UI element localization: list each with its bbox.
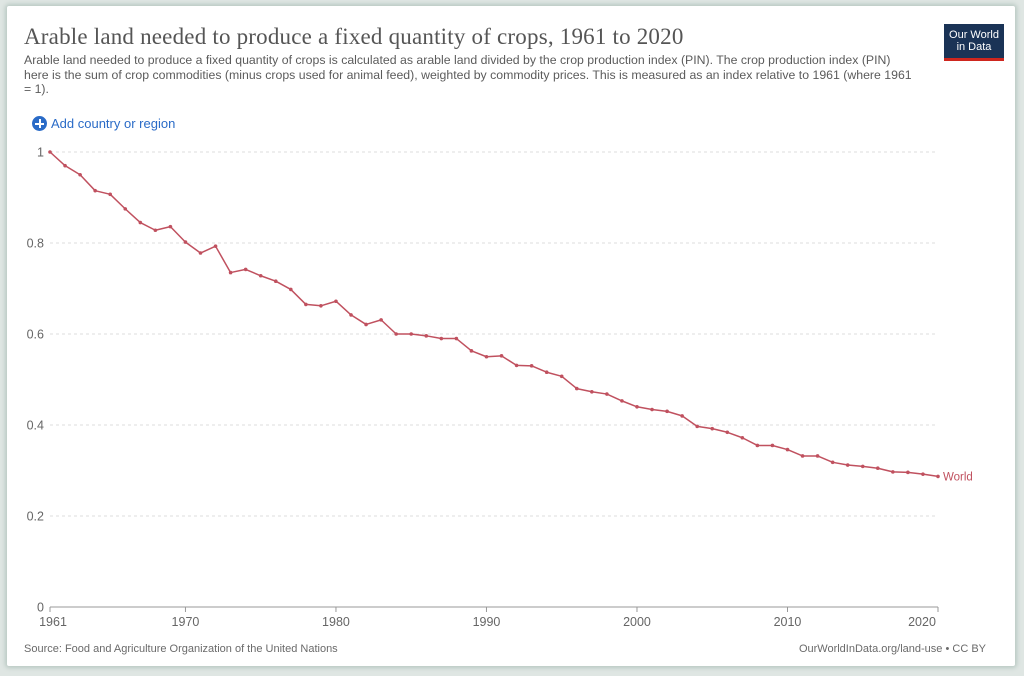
data-point (906, 470, 910, 475)
logo-line-1: Our World (949, 29, 999, 41)
x-tick-label: 2000 (623, 615, 651, 629)
data-point (845, 463, 850, 467)
data-point (48, 150, 52, 154)
data-point (921, 472, 925, 476)
data-point (484, 354, 489, 359)
data-point (258, 273, 263, 278)
data-point (138, 220, 143, 225)
data-point (830, 460, 835, 465)
data-point (529, 364, 534, 368)
license-link[interactable]: OurWorldInData.org/land-use • CC BY (798, 643, 986, 655)
data-point (379, 318, 383, 322)
data-point (860, 464, 865, 469)
data-point (680, 414, 684, 418)
data-point (710, 426, 715, 431)
data-point (936, 474, 940, 479)
plus-circle-icon (32, 116, 47, 131)
y-tick-label: 0.6 (27, 328, 44, 342)
data-point (228, 270, 233, 275)
x-tick-label: 1970 (172, 615, 200, 629)
add-country-button[interactable]: Add country or region (32, 116, 175, 131)
x-tick-label: 1980 (322, 615, 350, 629)
series-label-world: World (943, 471, 973, 483)
data-point (755, 443, 760, 448)
data-point (334, 299, 338, 304)
data-point (544, 370, 549, 375)
data-point (605, 392, 609, 396)
data-point (785, 447, 790, 452)
data-point (469, 349, 474, 353)
chart-title: Arable land needed to produce a fixed qu… (24, 24, 684, 49)
data-point (454, 336, 459, 341)
data-point (78, 172, 82, 177)
data-point (409, 332, 414, 336)
series-line-world (49, 151, 939, 478)
data-point (815, 454, 820, 458)
data-point (800, 454, 805, 458)
data-point (695, 424, 699, 429)
data-point (875, 466, 880, 471)
add-country-label: Add country or region (51, 116, 176, 131)
source-note: Source: Food and Agriculture Organizatio… (24, 643, 338, 655)
y-tick-label: 0 (37, 601, 44, 615)
data-point (304, 302, 308, 307)
data-point (63, 163, 67, 168)
data-point (665, 409, 669, 414)
chart-card (7, 6, 1015, 666)
logo-line-2: in Data (956, 41, 992, 53)
data-point (243, 267, 248, 272)
data-point (770, 443, 775, 448)
data-point (364, 322, 368, 327)
data-point (123, 207, 128, 211)
data-point (424, 334, 429, 338)
data-point (725, 430, 730, 435)
owid-logo[interactable]: Our World in Data (944, 24, 1004, 61)
x-tick-label: 1961 (39, 615, 67, 629)
data-point (168, 224, 173, 229)
data-point (439, 336, 444, 341)
data-point (319, 303, 323, 308)
x-tick-label: 2010 (774, 615, 802, 629)
chart-subtitle: Arable land needed to produce a fixed qu… (24, 53, 912, 96)
data-point (650, 407, 654, 412)
y-tick-label: 0.2 (27, 510, 44, 524)
data-point (635, 405, 639, 409)
data-point (183, 240, 188, 244)
data-point (394, 332, 398, 336)
data-point (514, 363, 519, 368)
data-point (574, 386, 579, 391)
data-point (499, 354, 504, 358)
data-point (590, 389, 594, 394)
x-tick-label: 2020 (908, 615, 936, 629)
y-tick-label: 0.8 (27, 237, 44, 251)
data-point (740, 435, 745, 440)
data-point (273, 279, 278, 284)
data-point (620, 399, 624, 403)
data-point (198, 251, 203, 255)
data-point (559, 374, 564, 379)
data-point (153, 228, 158, 233)
data-point (93, 188, 97, 193)
x-tick-label: 1990 (473, 615, 501, 629)
data-point (349, 313, 353, 317)
y-tick-label: 1 (37, 146, 44, 160)
y-tick-label: 0.4 (27, 419, 44, 433)
data-point (108, 192, 113, 197)
data-point (891, 470, 895, 474)
data-point (213, 244, 218, 248)
data-point (289, 287, 293, 292)
